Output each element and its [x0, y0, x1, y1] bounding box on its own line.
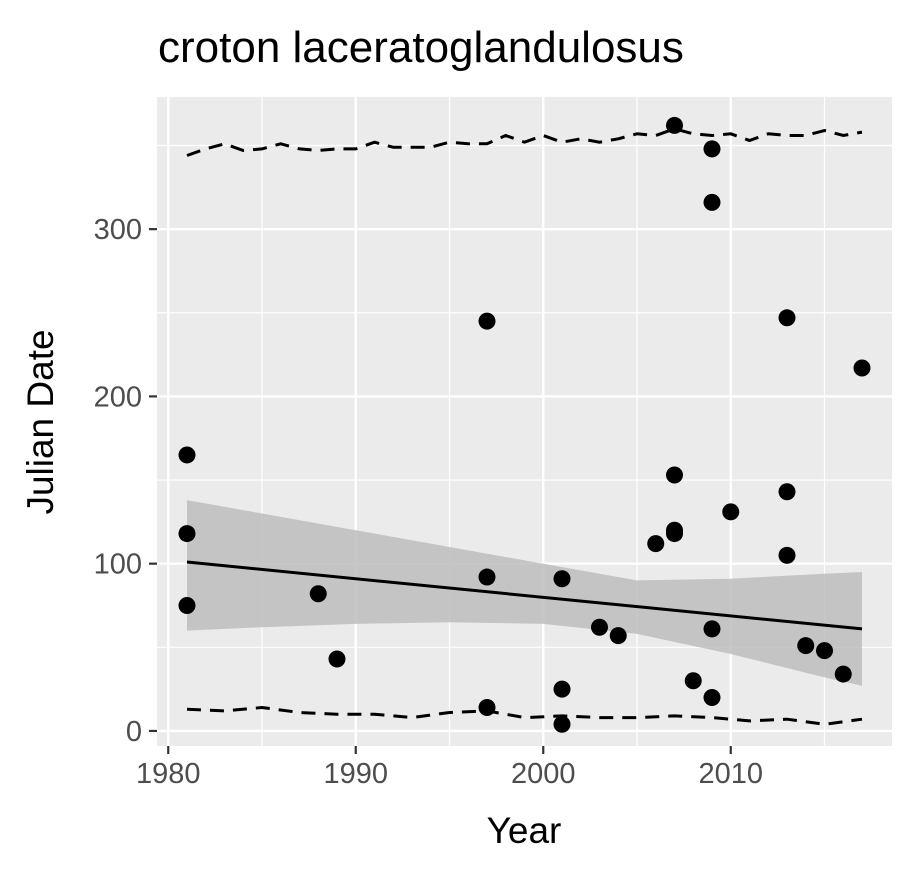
- confidence-band: [187, 500, 862, 686]
- data-point: [778, 546, 796, 564]
- y-axis-title: Julian Date: [20, 329, 61, 514]
- lower-dashed-line: [186, 705, 863, 726]
- data-point: [647, 535, 665, 553]
- data-point: [591, 618, 608, 636]
- data-point: [478, 699, 496, 717]
- data-point: [703, 688, 721, 706]
- data-point: [309, 585, 327, 603]
- data-point: [478, 312, 496, 330]
- data-point: [853, 359, 871, 377]
- x-axis: 1980 1990 2000 2010: [136, 746, 763, 790]
- data-point: [666, 466, 683, 484]
- data-point: [722, 503, 740, 521]
- data-point: [778, 309, 796, 327]
- dashed-lines-layer: [186, 127, 863, 726]
- data-point: [703, 620, 721, 638]
- data-point: [666, 116, 683, 134]
- y-tick-label: 200: [94, 381, 142, 413]
- y-tick-label: 100: [94, 549, 142, 581]
- data-point: [797, 637, 815, 655]
- data-point: [178, 525, 196, 543]
- y-axis: 0 100 200 300: [94, 214, 157, 748]
- fit-line-layer: [186, 560, 863, 631]
- data-point: [609, 627, 627, 645]
- chart-title: croton laceratoglandulosus: [158, 23, 684, 72]
- data-point: [703, 140, 721, 158]
- data-point: [666, 525, 683, 543]
- data-point: [553, 680, 571, 698]
- data-point: [478, 568, 496, 586]
- x-tick-label: 2000: [511, 758, 576, 790]
- data-point: [178, 596, 196, 614]
- data-point: [684, 672, 702, 690]
- x-tick-label: 2010: [698, 758, 763, 790]
- x-tick-label: 1990: [323, 758, 388, 790]
- data-point: [328, 650, 346, 668]
- data-point: [178, 446, 196, 464]
- upper-dashed-line: [186, 127, 863, 157]
- data-point: [553, 570, 571, 588]
- x-axis-title: Year: [487, 810, 562, 851]
- data-point: [703, 193, 721, 211]
- data-point: [778, 483, 796, 501]
- x-tick-label: 1980: [136, 758, 201, 790]
- confidence-band-layer: [187, 500, 862, 686]
- data-point: [553, 715, 571, 733]
- points-layer: [178, 116, 871, 733]
- y-tick-label: 300: [94, 214, 142, 246]
- y-tick-label: 0: [126, 716, 142, 748]
- data-point: [834, 665, 852, 683]
- data-point: [816, 642, 833, 660]
- fit-line: [186, 560, 863, 631]
